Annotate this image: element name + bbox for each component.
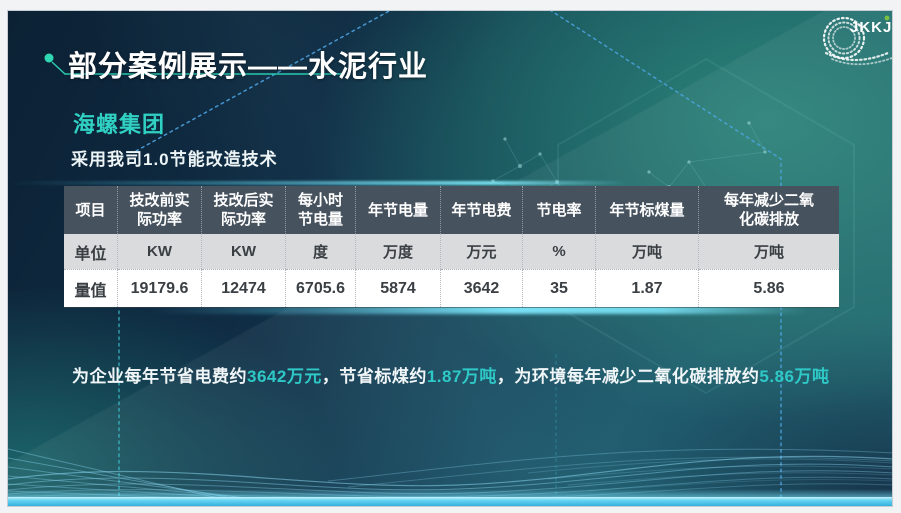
table-header-cell: 年节标煤量: [596, 186, 699, 234]
table-value-cell: 19179.6: [118, 269, 202, 307]
page-title: 部分案例展示——水泥行业: [68, 51, 429, 83]
table-unit-cell: 万元: [441, 234, 523, 269]
table-unit-cell: %: [523, 234, 596, 269]
table-header-cell: 年节电费: [441, 186, 523, 234]
table-unit-cell: KW: [202, 234, 286, 269]
table-header-cell: 年节电量: [356, 186, 441, 234]
table-header-cell: 每小时节电量: [286, 186, 356, 234]
title-bullet-dot: [44, 53, 54, 63]
table-value-cell: 3642: [441, 269, 523, 307]
dotted-lines: [118, 11, 782, 506]
table-bottom-glow: [148, 305, 808, 314]
summary-highlight-value: 5.86万吨: [759, 367, 830, 386]
table-value-cell: 5874: [356, 269, 441, 307]
summary-text: ，为环境每年减少二氧化碳排放约: [496, 367, 760, 386]
table-header-cell: 每年减少二氧化碳排放: [699, 186, 839, 234]
table-header-cell: 节电率: [523, 186, 596, 234]
table-value-cell: 1.87: [596, 269, 699, 307]
bottom-cyan-band-glow: [8, 489, 892, 497]
table-value-cell: 6705.6: [286, 269, 356, 307]
table-value-cell: 12474: [202, 269, 286, 307]
table-header-cell: 技改后实际功率: [202, 186, 286, 234]
table-unit-cell: KW: [118, 234, 202, 269]
summary-highlight-value: 3642万元: [247, 367, 322, 386]
background-decoration: [8, 11, 892, 506]
company-logo: JKKJ: [808, 11, 892, 67]
logo-green-dot: [884, 15, 890, 21]
title-accent-line: [44, 53, 344, 75]
hexagon-outline: [557, 57, 855, 395]
summary-highlight-value: 1.87万吨: [426, 367, 497, 386]
table-header-cell: 项目: [64, 186, 118, 234]
company-name: 海螺集团: [73, 112, 166, 137]
summary-text: ，节省标煤约: [321, 367, 427, 386]
table-value-cell: 5.86: [699, 269, 839, 307]
presentation-slide: JKKJ 部分案例展示——水泥行业 海螺集团 采用我司1.0节能改造技术 项目 …: [7, 10, 893, 507]
table-unit-cell: 度: [286, 234, 356, 269]
table-row-label: 量值: [64, 269, 118, 307]
table-row-label: 单位: [64, 234, 118, 269]
technology-subtitle: 采用我司1.0节能改造技术: [71, 150, 278, 169]
logo-globe-icon: JKKJ: [822, 15, 892, 66]
table-unit-cell: 万吨: [596, 234, 699, 269]
table-top-glow: [8, 181, 628, 185]
summary-text: 为企业每年节省电费约: [72, 367, 247, 386]
table-unit-cell: 万吨: [699, 234, 839, 269]
table-value-cell: 35: [523, 269, 596, 307]
table-header-cell: 技改前实际功率: [118, 186, 202, 234]
summary-sentence: 为企业每年节省电费约3642万元，节省标煤约1.87万吨，为环境每年减少二氧化碳…: [72, 362, 830, 387]
bottom-cyan-band: [8, 497, 892, 506]
table-unit-cell: 万度: [356, 234, 441, 269]
logo-text: JKKJ: [850, 19, 892, 36]
case-data-table: 项目 技改前实际功率 技改后实际功率 每小时节电量 年节电量 年节电费 节电率 …: [64, 186, 839, 307]
